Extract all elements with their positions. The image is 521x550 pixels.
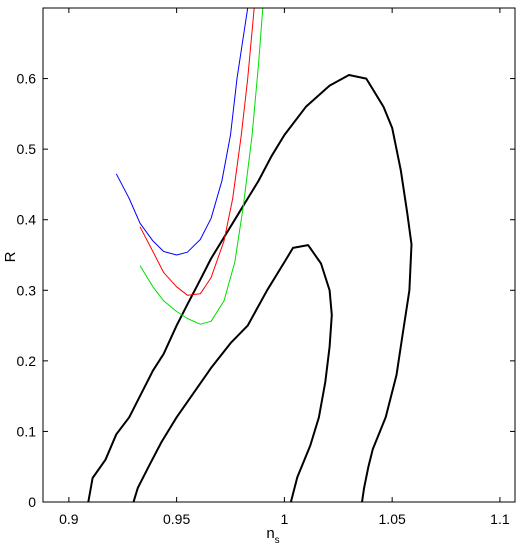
x-tick-label: 1.1	[490, 511, 510, 527]
y-tick-label: 0.3	[17, 282, 37, 298]
y-tick-label: 0.1	[17, 423, 37, 439]
y-tick-label: 0.6	[17, 71, 37, 87]
x-tick-label: 1.05	[379, 511, 406, 527]
plot-frame	[42, 7, 516, 503]
x-ticks: 0.9 0.95 1 1.05 1.1	[59, 8, 510, 527]
series-line-3	[115, 8, 249, 256]
y-ticks: 0 0.1 0.2 0.3 0.4 0.5 0.6	[17, 71, 515, 510]
y-axis-label: R	[2, 251, 19, 262]
contour-line-2	[132, 244, 333, 502]
y-tick-label: 0	[28, 494, 36, 510]
series-layer	[87, 8, 413, 502]
y-tick-label: 0.2	[17, 353, 37, 369]
x-tick-label: 0.9	[59, 511, 79, 527]
y-tick-label: 0.5	[17, 141, 37, 157]
series-line-5	[139, 8, 264, 325]
series-line-4	[139, 8, 255, 296]
x-tick-label: 0.95	[163, 511, 190, 527]
contour-line-1	[87, 74, 413, 502]
x-tick-label: 1	[280, 511, 288, 527]
y-tick-label: 0.4	[17, 212, 37, 228]
x-axis-label: ns	[266, 525, 279, 546]
